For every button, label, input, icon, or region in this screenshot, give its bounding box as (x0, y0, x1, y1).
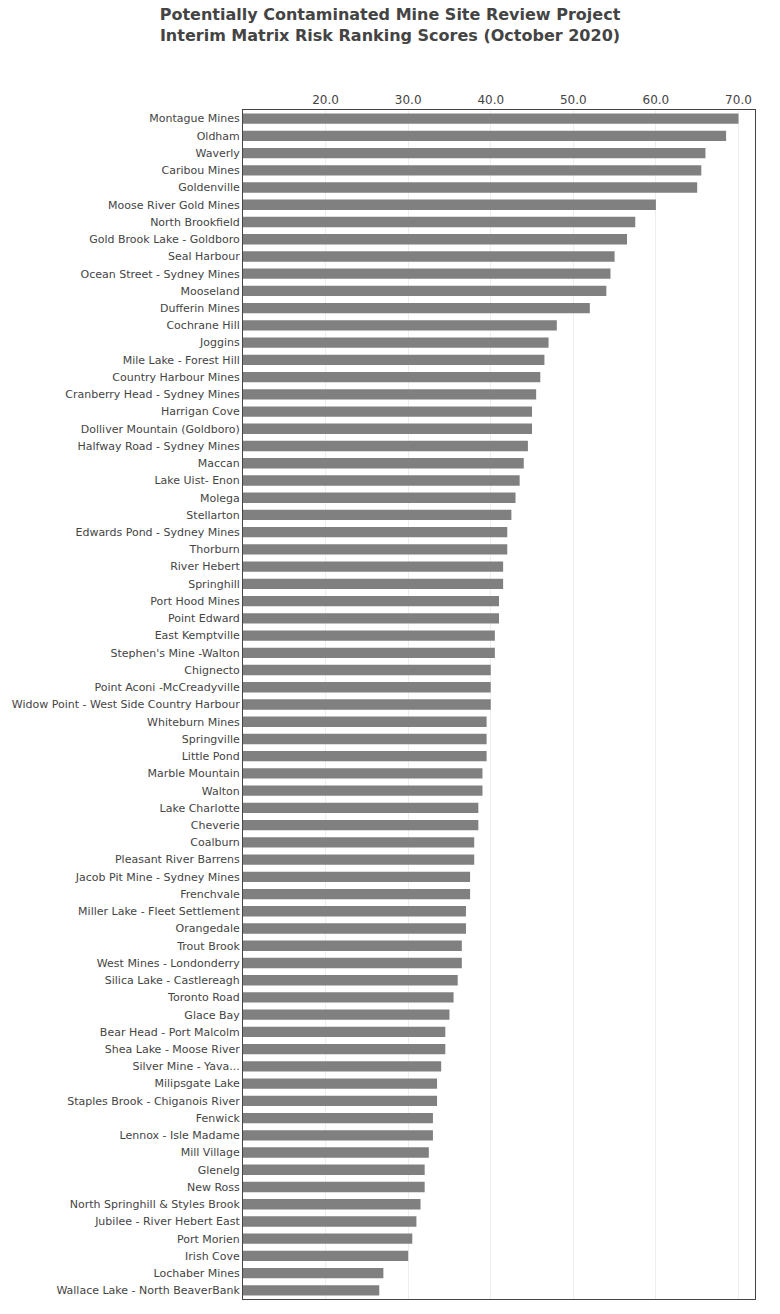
svg-text:West Mines - Londonderry: West Mines - Londonderry (97, 957, 240, 970)
svg-text:Waverly: Waverly (196, 147, 241, 160)
svg-text:Mile Lake - Forest Hill: Mile Lake - Forest Hill (123, 354, 240, 367)
svg-text:Marble Mountain: Marble Mountain (147, 767, 239, 780)
svg-text:Orangedale: Orangedale (176, 922, 240, 935)
svg-text:Dolliver Mountain (Goldboro): Dolliver Mountain (Goldboro) (81, 423, 240, 436)
svg-text:Potentially Contaminated Mine: Potentially Contaminated Mine Site Revie… (160, 5, 621, 45)
svg-text:Cranberry Head - Sydney Mines: Cranberry Head - Sydney Mines (65, 388, 240, 401)
svg-text:Port Hood Mines: Port Hood Mines (150, 595, 240, 608)
svg-text:Stellarton: Stellarton (186, 509, 239, 522)
svg-text:Silica Lake - Castlereagh: Silica Lake - Castlereagh (105, 974, 240, 987)
svg-text:Dufferin Mines: Dufferin Mines (160, 302, 240, 315)
svg-text:Coalburn: Coalburn (190, 836, 239, 849)
svg-text:Thorburn: Thorburn (189, 543, 240, 556)
svg-text:Pleasant River Barrens: Pleasant River Barrens (115, 853, 240, 866)
svg-text:Toronto Road: Toronto Road (167, 991, 240, 1004)
svg-text:East Kemptville: East Kemptville (155, 629, 240, 642)
svg-text:Gold Brook Lake - Goldboro: Gold Brook Lake - Goldboro (89, 233, 240, 246)
svg-text:60.0: 60.0 (643, 93, 670, 107)
svg-text:Fenwick: Fenwick (196, 1112, 241, 1125)
svg-text:Molega: Molega (200, 492, 240, 505)
svg-text:Cochrane Hill: Cochrane Hill (166, 319, 239, 332)
svg-text:Maccan: Maccan (198, 457, 240, 470)
svg-text:Edwards Pond - Sydney Mines: Edwards Pond - Sydney Mines (75, 526, 240, 539)
svg-text:Mooseland: Mooseland (181, 285, 240, 298)
svg-text:Cheverie: Cheverie (191, 819, 240, 832)
svg-text:30.0: 30.0 (395, 93, 422, 107)
svg-text:Joggins: Joggins (199, 336, 240, 349)
svg-text:Little Pond: Little Pond (182, 750, 240, 763)
svg-text:Harrigan Cove: Harrigan Cove (161, 405, 240, 418)
svg-text:Ocean Street - Sydney Mines: Ocean Street - Sydney Mines (80, 268, 240, 281)
svg-text:Springhill: Springhill (188, 578, 240, 591)
svg-text:Mill Village: Mill Village (181, 1146, 240, 1159)
svg-text:Staples Brook - Chiganois Rive: Staples Brook - Chiganois River (67, 1095, 240, 1108)
svg-text:Glenelg: Glenelg (198, 1164, 240, 1177)
svg-text:Country Harbour Mines: Country Harbour Mines (112, 371, 240, 384)
svg-text:River Hebert: River Hebert (170, 560, 240, 573)
svg-text:Trout Brook: Trout Brook (176, 940, 240, 953)
svg-text:Moose River Gold Mines: Moose River Gold Mines (108, 199, 240, 212)
svg-text:Walton: Walton (202, 785, 240, 798)
svg-text:New Ross: New Ross (187, 1181, 240, 1194)
svg-text:Milipsgate Lake: Milipsgate Lake (155, 1077, 241, 1090)
svg-text:Glace Bay: Glace Bay (184, 1009, 240, 1022)
svg-text:Springville: Springville (182, 733, 240, 746)
svg-text:Caribou Mines: Caribou Mines (162, 164, 240, 177)
svg-text:70.0: 70.0 (725, 93, 752, 107)
svg-text:Jubilee - River Hebert East: Jubilee - River Hebert East (94, 1215, 240, 1228)
svg-text:Whiteburn Mines: Whiteburn Mines (147, 716, 240, 729)
svg-text:Shea Lake - Moose River: Shea Lake - Moose River (105, 1043, 240, 1056)
svg-text:Lake Uist- Enon: Lake Uist- Enon (154, 474, 239, 487)
svg-text:Seal Harbour: Seal Harbour (168, 250, 240, 263)
svg-text:40.0: 40.0 (477, 93, 504, 107)
svg-text:Halfway Road - Sydney Mines: Halfway Road - Sydney Mines (78, 440, 241, 453)
svg-text:Lennox - Isle Madame: Lennox - Isle Madame (120, 1129, 240, 1142)
svg-text:Point Aconi -McCreadyville: Point Aconi -McCreadyville (94, 681, 240, 694)
svg-text:Stephen's Mine -Walton: Stephen's Mine -Walton (110, 647, 239, 660)
svg-text:20.0: 20.0 (312, 93, 339, 107)
svg-text:Oldham: Oldham (197, 130, 240, 143)
svg-text:Point Edward: Point Edward (168, 612, 240, 625)
svg-text:50.0: 50.0 (560, 93, 587, 107)
svg-text:Montague Mines: Montague Mines (149, 112, 240, 125)
svg-text:Silver Mine - Yava...: Silver Mine - Yava... (132, 1060, 239, 1073)
svg-text:North Springhill & Styles Broo: North Springhill & Styles Brook (70, 1198, 241, 1211)
svg-text:Lochaber Mines: Lochaber Mines (154, 1267, 240, 1280)
svg-text:Lake Charlotte: Lake Charlotte (160, 802, 240, 815)
svg-text:Frenchvale: Frenchvale (180, 888, 240, 901)
svg-text:Chignecto: Chignecto (184, 664, 240, 677)
svg-text:Miller Lake - Fleet Settlement: Miller Lake - Fleet Settlement (78, 905, 240, 918)
svg-text:Port Morien: Port Morien (177, 1233, 240, 1246)
svg-text:Goldenville: Goldenville (178, 181, 240, 194)
svg-text:Jacob Pit Mine - Sydney Mines: Jacob Pit Mine - Sydney Mines (75, 871, 240, 884)
svg-text:Irish Cove: Irish Cove (185, 1250, 240, 1263)
svg-text:Widow Point - West Side Countr: Widow Point - West Side Country Harbour (12, 698, 240, 711)
svg-text:Wallace Lake - North BeaverBan: Wallace Lake - North BeaverBank (56, 1284, 240, 1297)
svg-text:North Brookfield: North Brookfield (150, 216, 240, 229)
svg-text:Bear Head - Port Malcolm: Bear Head - Port Malcolm (100, 1026, 240, 1039)
